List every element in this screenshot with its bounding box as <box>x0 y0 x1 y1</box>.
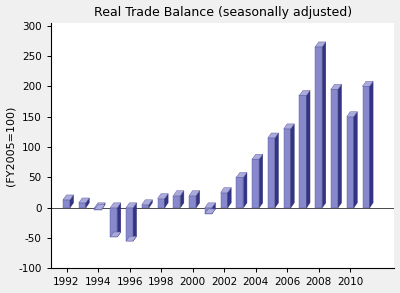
Polygon shape <box>158 199 165 208</box>
Polygon shape <box>354 112 357 208</box>
Polygon shape <box>110 232 121 237</box>
Polygon shape <box>158 194 168 199</box>
Polygon shape <box>126 203 136 208</box>
Polygon shape <box>306 91 310 208</box>
Polygon shape <box>94 205 105 209</box>
Polygon shape <box>221 188 231 193</box>
Polygon shape <box>205 208 212 214</box>
Polygon shape <box>189 191 200 195</box>
Polygon shape <box>244 173 247 208</box>
Polygon shape <box>284 124 294 129</box>
Polygon shape <box>236 177 244 208</box>
Polygon shape <box>275 133 278 208</box>
Polygon shape <box>331 84 342 89</box>
Polygon shape <box>291 124 294 208</box>
Polygon shape <box>347 112 357 117</box>
Polygon shape <box>205 209 216 214</box>
Polygon shape <box>315 42 326 47</box>
Polygon shape <box>70 195 74 208</box>
Polygon shape <box>252 154 263 159</box>
Polygon shape <box>284 129 291 208</box>
Polygon shape <box>102 203 105 209</box>
Polygon shape <box>94 203 105 208</box>
Polygon shape <box>173 195 180 208</box>
Polygon shape <box>117 203 121 237</box>
Polygon shape <box>126 236 136 241</box>
Title: Real Trade Balance (seasonally adjusted): Real Trade Balance (seasonally adjusted) <box>94 6 352 18</box>
Polygon shape <box>205 203 216 208</box>
Polygon shape <box>110 203 121 208</box>
Polygon shape <box>259 154 263 208</box>
Polygon shape <box>268 133 278 138</box>
Polygon shape <box>300 95 306 208</box>
Polygon shape <box>322 42 326 208</box>
Polygon shape <box>142 205 149 208</box>
Polygon shape <box>142 200 152 205</box>
Polygon shape <box>347 117 354 208</box>
Polygon shape <box>236 173 247 177</box>
Polygon shape <box>228 188 231 208</box>
Polygon shape <box>133 203 136 241</box>
Y-axis label: (FY2005=100): (FY2005=100) <box>6 105 16 186</box>
Polygon shape <box>149 200 152 208</box>
Polygon shape <box>338 84 342 208</box>
Polygon shape <box>268 138 275 208</box>
Polygon shape <box>63 195 74 200</box>
Polygon shape <box>300 91 310 95</box>
Polygon shape <box>63 200 70 208</box>
Polygon shape <box>189 195 196 208</box>
Polygon shape <box>331 89 338 208</box>
Polygon shape <box>221 193 228 208</box>
Polygon shape <box>126 208 133 241</box>
Polygon shape <box>180 191 184 208</box>
Polygon shape <box>79 203 86 208</box>
Polygon shape <box>362 86 370 208</box>
Polygon shape <box>252 159 259 208</box>
Polygon shape <box>196 191 200 208</box>
Polygon shape <box>173 191 184 195</box>
Polygon shape <box>370 81 373 208</box>
Polygon shape <box>165 194 168 208</box>
Polygon shape <box>86 198 89 208</box>
Polygon shape <box>315 47 322 208</box>
Polygon shape <box>79 198 89 203</box>
Polygon shape <box>94 208 102 209</box>
Polygon shape <box>212 203 216 214</box>
Polygon shape <box>110 208 117 237</box>
Polygon shape <box>362 81 373 86</box>
